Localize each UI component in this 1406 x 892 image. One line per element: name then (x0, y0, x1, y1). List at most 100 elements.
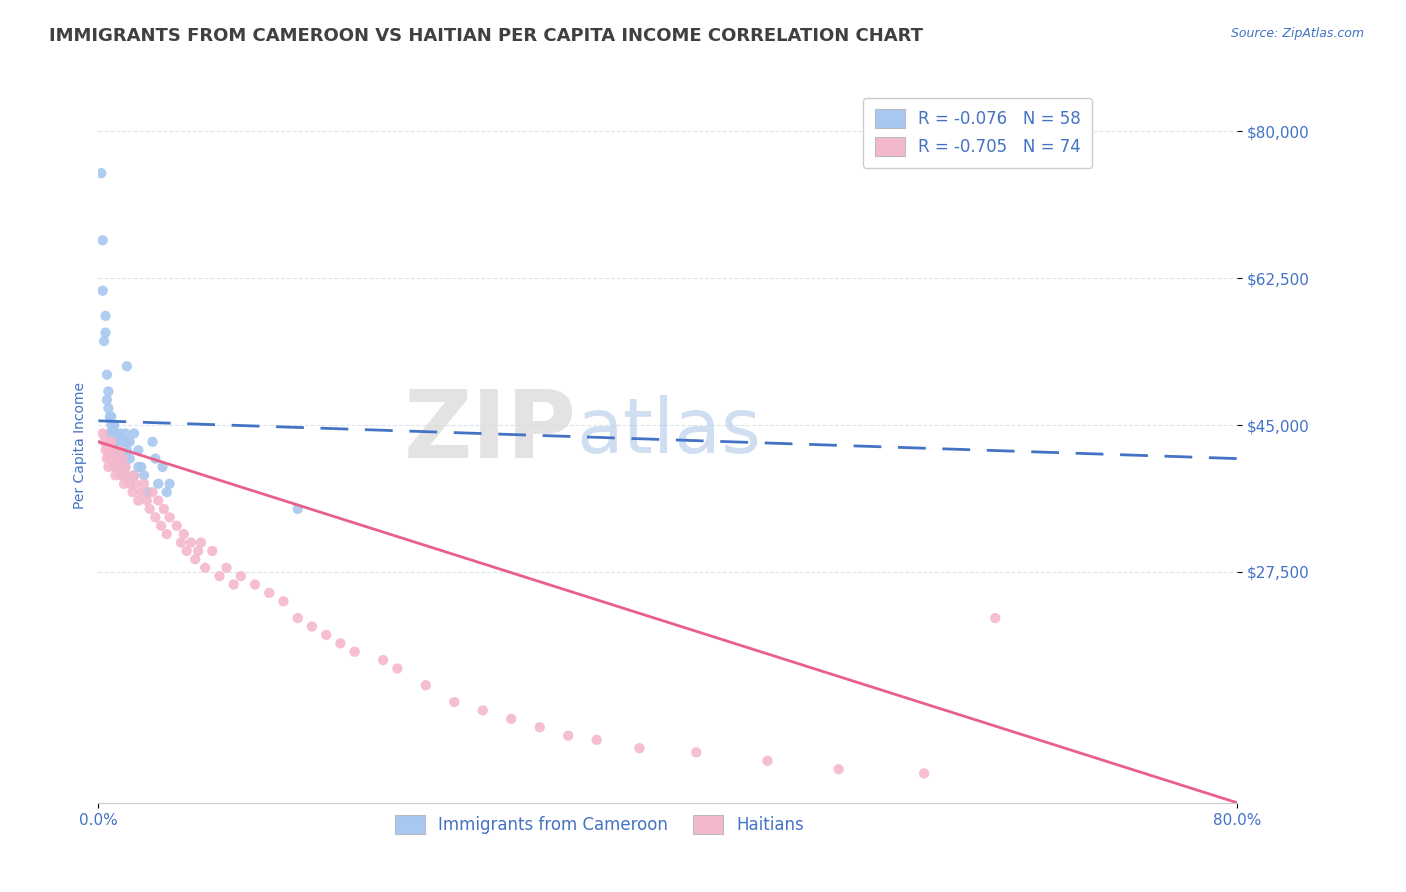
Point (101, 426, 124, 441)
Point (159, 510, 181, 524)
Point (94, 326, 117, 340)
Point (156, 485, 179, 500)
Point (105, 451, 128, 466)
Point (111, 434, 134, 449)
Point (115, 443, 138, 458)
Point (100, 451, 122, 466)
Point (153, 502, 176, 516)
Point (122, 468, 145, 483)
Point (108, 443, 131, 458)
Point (243, 577, 266, 591)
Point (828, 762, 851, 776)
Point (107, 460, 129, 475)
Point (101, 434, 124, 449)
Point (259, 586, 281, 600)
Point (215, 560, 238, 574)
Text: Source: ZipAtlas.com: Source: ZipAtlas.com (1230, 27, 1364, 40)
Point (101, 451, 124, 466)
Point (343, 645, 366, 659)
Point (118, 451, 141, 466)
Point (91, 233, 114, 247)
Point (107, 460, 129, 475)
Legend: Immigrants from Cameroon, Haitians: Immigrants from Cameroon, Haitians (385, 805, 814, 845)
Point (127, 460, 149, 475)
Point (97, 384, 120, 399)
Point (104, 426, 127, 441)
Point (501, 712, 523, 726)
Point (141, 434, 163, 449)
Point (100, 417, 122, 432)
Point (98, 434, 121, 449)
Point (176, 544, 198, 558)
Point (628, 741, 651, 756)
Point (91, 284, 114, 298)
Point (201, 544, 224, 558)
Point (112, 476, 135, 491)
Point (329, 636, 352, 650)
Point (121, 485, 143, 500)
Point (98, 443, 121, 458)
Point (129, 460, 152, 475)
Point (685, 746, 707, 760)
Point (105, 434, 128, 449)
Point (124, 476, 146, 491)
Point (97, 443, 120, 458)
Point (152, 460, 174, 475)
Point (97, 401, 120, 416)
Point (141, 485, 163, 500)
Point (122, 426, 145, 441)
Point (136, 485, 159, 500)
Text: IMMIGRANTS FROM CAMEROON VS HAITIAN PER CAPITA INCOME CORRELATION CHART: IMMIGRANTS FROM CAMEROON VS HAITIAN PER … (49, 27, 924, 45)
Point (173, 527, 195, 541)
Point (104, 443, 127, 458)
Point (145, 510, 167, 524)
Point (108, 443, 131, 458)
Text: ZIP: ZIP (404, 385, 576, 478)
Point (150, 518, 173, 533)
Point (110, 451, 132, 466)
Point (98, 426, 121, 441)
Point (101, 443, 124, 458)
Point (148, 493, 170, 508)
Point (159, 476, 181, 491)
Point (301, 619, 323, 633)
Y-axis label: Per Capita Income: Per Capita Income (73, 383, 87, 509)
Point (132, 476, 155, 491)
Point (111, 451, 134, 466)
Point (557, 729, 579, 743)
Point (100, 434, 122, 449)
Point (984, 611, 1007, 625)
Point (170, 535, 193, 549)
Point (94, 443, 117, 458)
Point (373, 653, 395, 667)
Point (93, 334, 115, 348)
Point (166, 518, 188, 533)
Point (110, 468, 132, 483)
Point (90, 166, 112, 180)
Point (273, 594, 295, 608)
Point (756, 754, 779, 768)
Point (287, 502, 309, 516)
Point (115, 359, 138, 374)
Point (98, 409, 121, 424)
Point (129, 485, 152, 500)
Point (287, 611, 309, 625)
Point (194, 560, 217, 574)
Point (96, 451, 118, 466)
Point (118, 476, 141, 491)
Point (93, 434, 115, 449)
Point (148, 476, 170, 491)
Point (471, 703, 494, 717)
Point (184, 552, 207, 566)
Point (112, 468, 135, 483)
Point (138, 502, 160, 516)
Point (912, 766, 935, 780)
Point (118, 434, 141, 449)
Point (96, 368, 118, 382)
Point (415, 678, 437, 692)
Point (229, 569, 252, 583)
Point (443, 695, 465, 709)
Point (156, 527, 179, 541)
Point (222, 577, 245, 591)
Point (104, 468, 127, 483)
